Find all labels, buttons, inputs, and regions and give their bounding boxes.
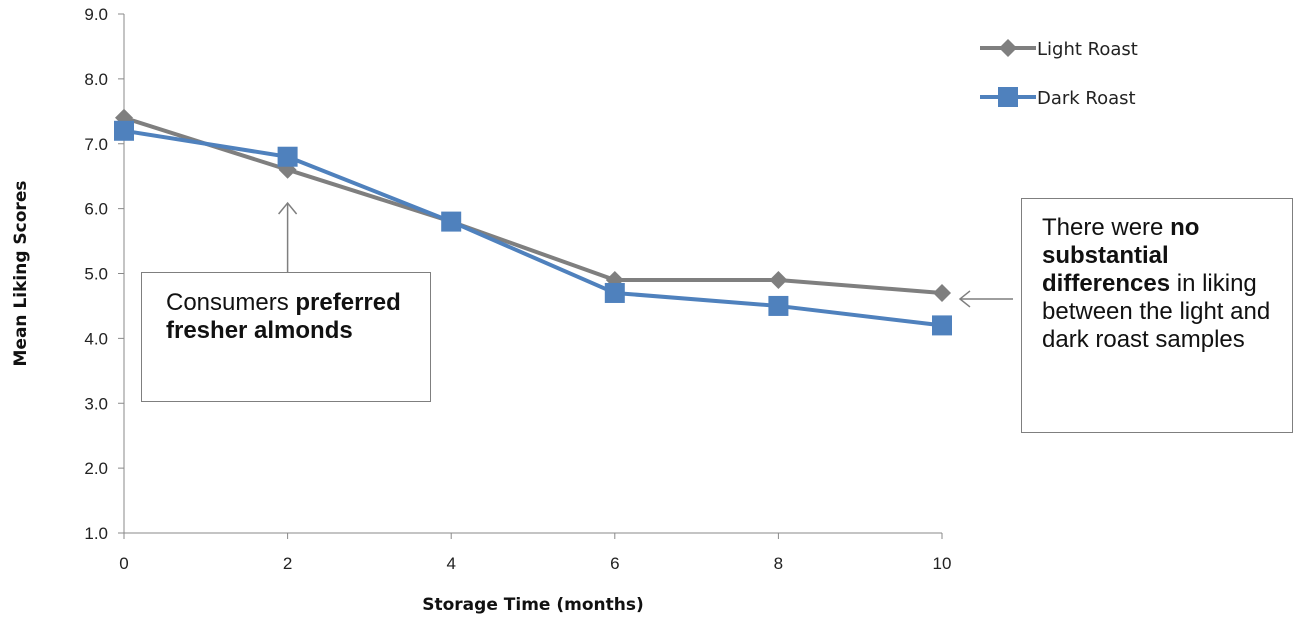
y-tick-label: 3.0 [84,394,108,413]
data-point-marker [768,295,789,316]
data-point-marker [277,146,298,167]
legend-item-1: Dark Roast [980,87,1136,109]
x-tick-label: 2 [283,554,292,573]
legend-label: Dark Roast [1037,88,1136,109]
x-tick-label: 0 [119,554,128,573]
y-tick-label: 7.0 [84,135,108,154]
x-tick-label: 6 [610,554,619,573]
annotation-emphasis: no substantial differences [1042,214,1200,297]
legend-label: Light Roast [1037,39,1138,60]
annotation-emphasis: preferred fresher almonds [166,289,401,344]
x-tick-labels: 0 2 4 6 8 10 [119,533,951,573]
legend-item-0: Light Roast [980,39,1138,60]
y-tick-label: 1.0 [84,524,108,543]
annotation-arrow-head [958,290,971,308]
annotation-arrow-head [278,201,298,215]
x-tick-label: 8 [774,554,783,573]
y-tick-labels: 1.0 2.0 3.0 4.0 5.0 6.0 7.0 8.0 9.0 [84,5,124,543]
data-point-marker [604,282,625,303]
y-tick-label: 4.0 [84,329,108,348]
y-axis-title: Mean Liking Scores [11,181,31,367]
x-tick-label: 4 [446,554,455,573]
y-tick-label: 5.0 [84,265,108,284]
y-tick-label: 8.0 [84,70,108,89]
legend-marker [999,39,1017,57]
legend: Light Roast Dark Roast [980,39,1138,109]
y-tick-label: 9.0 [84,5,108,24]
data-point-marker [441,211,462,232]
series-line [123,115,943,295]
data-point-marker [769,270,788,289]
annotation-text: There were [1042,214,1171,241]
x-axis-title: Storage Time (months) [422,595,644,615]
annotation-fresher-almonds: Consumers preferred fresher almonds [141,272,431,402]
annotation-text: in liking between the light and dark roa… [1042,270,1271,353]
annotation-text: Consumers [166,289,296,316]
series-line [123,128,943,328]
annotation-no-differences: There were no substantial differences in… [1021,198,1293,433]
x-tick-label: 10 [933,554,952,573]
annotation-arrows [278,201,1013,308]
y-tick-label: 2.0 [84,459,108,478]
data-point-marker [114,120,134,141]
legend-marker [998,87,1018,107]
data-point-marker [933,283,951,302]
data-point-marker [932,315,952,336]
series-1 [114,120,952,336]
series-group [114,108,952,336]
y-tick-label: 6.0 [84,200,108,219]
